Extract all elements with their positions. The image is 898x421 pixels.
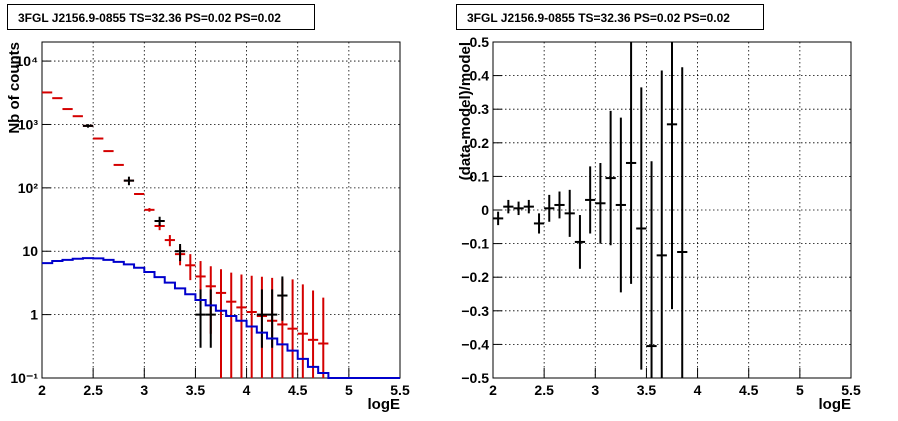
right-x-axis-label: logE [819,396,852,413]
right-y-tick-label: 0.2 [470,135,490,151]
right-y-tick-label: 0.3 [470,101,490,117]
right-x-tick-label: 5 [796,382,804,398]
left-x-tick-label: 2.5 [83,382,103,398]
right-y-tick-label: 0.4 [470,68,490,84]
right-y-tick-label: 0 [481,202,489,218]
left-x-tick-label: 2 [38,382,46,398]
right-y-tick-label: 0.5 [470,34,490,50]
right-x-tick-label: 3.5 [637,382,657,398]
left-chart-title: 3FGL J2156.9-0855 TS=32.36 PS=0.02 PS=0.… [7,4,315,30]
left-pad: 3FGL J2156.9-0855 TS=32.36 PS=0.02 PS=0.… [6,4,410,413]
left-chart: 2 2.5 3 3.5 4 4.5 5 5.5 10⁻¹ 1 10 10² 10³ 10⁴ logE Nb o… [6,41,410,413]
left-y-tick-label: 10 [22,243,38,259]
left-y-axis-label: Nb of counts [6,42,23,134]
left-x-tick-label: 3.5 [186,382,206,398]
left-y-tick-label: 1 [30,307,38,323]
right-y-tick-label: 0.1 [470,168,490,184]
right-chart: 2 2.5 3 3.5 4 4.5 5 5.5 −0.5 −0.4 −0.3 −0.2 −0.1 0 0.1… [457,34,861,413]
right-y-tick-label: −0.5 [461,370,489,386]
left-x-tick-label: 5.5 [390,382,410,398]
left-x-tick-label: 5 [345,382,353,398]
left-y-tick-label: 10³ [18,116,39,132]
component-line [42,257,400,379]
left-y-tick-label: 10² [18,180,39,196]
right-y-tick-label: −0.1 [461,236,489,252]
right-x-tick-label: 2.5 [534,382,554,398]
right-y-axis-label: (data-model)/model [457,42,474,180]
right-y-tick-label: −0.3 [461,303,489,319]
left-y-tick-label: 10⁻¹ [10,370,38,386]
right-chart-title: 3FGL J2156.9-0855 TS=32.36 PS=0.02 PS=0.… [456,4,764,30]
right-x-tick-label: 4.5 [739,382,759,398]
right-pad: 3FGL J2156.9-0855 TS=32.36 PS=0.02 PS=0.… [449,0,898,421]
left-x-tick-label: 3 [140,382,148,398]
right-x-tick-label: 2 [489,382,497,398]
right-y-tick-label: −0.2 [461,269,489,285]
right-x-tick-label: 3 [591,382,599,398]
right-x-tick-label: 4 [694,382,702,398]
right-y-tick-label: −0.4 [461,336,489,352]
left-y-tick-label: 10⁴ [16,53,39,69]
left-x-tick-label: 4 [243,382,251,398]
left-x-tick-label: 4.5 [288,382,308,398]
right-x-tick-label: 5.5 [841,382,861,398]
left-x-axis-label: logE [368,396,401,413]
